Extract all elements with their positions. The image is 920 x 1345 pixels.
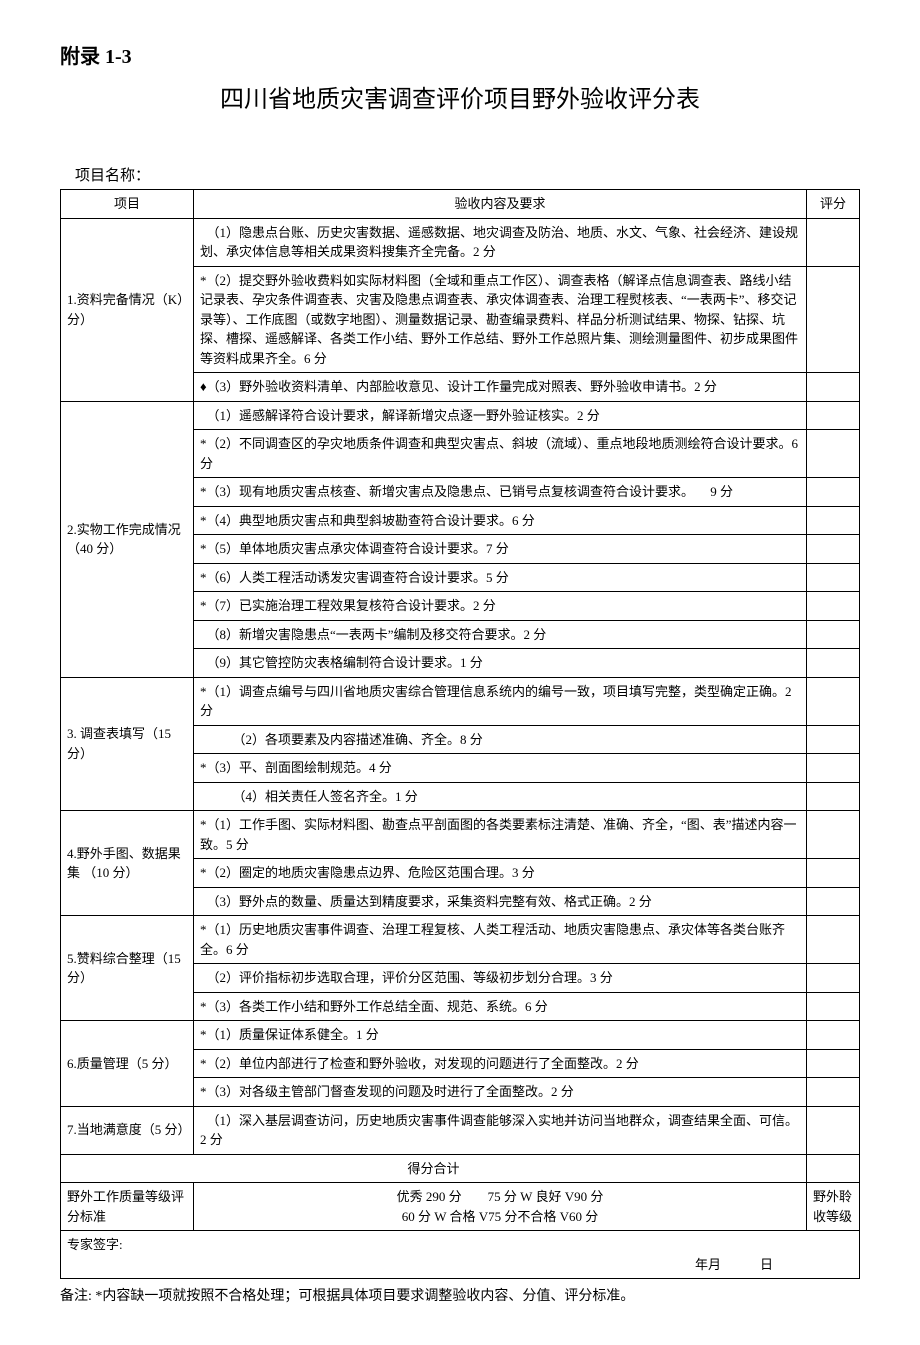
content-cell: *（1）历史地质灾害事件调查、治理工程复核、人类工程活动、地质灾害隐患点、承灾体…: [194, 916, 807, 964]
grade-text: 优秀 290 分 75 分 W 良好 V90 分 60 分 W 合格 V75 分…: [194, 1183, 807, 1231]
total-score-cell: [807, 1154, 860, 1183]
signature-label: 专家签字:: [67, 1235, 853, 1255]
score-cell: [807, 478, 860, 507]
footnote: 备注: *内容缺一项就按照不合格处理；可根据具体项目要求调整验收内容、分值、评分…: [60, 1285, 860, 1305]
content-cell: *（7）已实施治理工程效果复核符合设计要求。2 分: [194, 592, 807, 621]
section-label: 5.赞料综合整理（15 分）: [61, 916, 194, 1021]
signature-row: 专家签字: 年月 日: [61, 1231, 860, 1279]
score-cell: [807, 266, 860, 373]
table-row: 7.当地满意度（5 分） （1）深入基层调查访问，历史地质灾害事件调查能够深入实…: [61, 1106, 860, 1154]
content-cell: ♦（3）野外验收资料清单、内部脸收意见、设计工作量完成对照表、野外验收申请书。2…: [194, 373, 807, 402]
section-label: 6.质量管理（5 分）: [61, 1021, 194, 1107]
project-name-label: 项目名称：: [60, 164, 860, 185]
score-cell: [807, 725, 860, 754]
signature-date: 年月 日: [67, 1255, 853, 1275]
scoring-table: 项目 验收内容及要求 评分 1.资料完备情况（K）分） （1）隐患点台账、历史灾…: [60, 189, 860, 1279]
content-cell: *（1）工作手图、实际材料图、勘查点平剖面图的各类要素标注清楚、准确、齐全，“图…: [194, 811, 807, 859]
content-cell: （2）各项要素及内容描述准确、齐全。8 分: [194, 725, 807, 754]
header-content: 验收内容及要求: [194, 190, 807, 219]
score-cell: [807, 218, 860, 266]
table-row: 6.质量管理（5 分） *（1）质量保证体系健全。1 分: [61, 1021, 860, 1050]
content-cell: *（2）圈定的地质灾害隐患点边界、危险区范围合理。3 分: [194, 859, 807, 888]
content-cell: *（6）人类工程活动诱发灾害调查符合设计要求。5 分: [194, 563, 807, 592]
score-cell: [807, 887, 860, 916]
content-cell: （9）其它管控防灾表格编制符合设计要求。1 分: [194, 649, 807, 678]
section-label: 1.资料完备情况（K）分）: [61, 218, 194, 401]
table-row: 2.实物工作完成情况 （40 分） （1）遥感解译符合设计要求，解译新增灾点逐一…: [61, 401, 860, 430]
score-cell: [807, 859, 860, 888]
score-cell: [807, 620, 860, 649]
score-cell: [807, 754, 860, 783]
section-label: 4.野外手图、数据果集 （10 分）: [61, 811, 194, 916]
score-cell: [807, 1106, 860, 1154]
table-row: 1.资料完备情况（K）分） （1）隐患点台账、历史灾害数据、遥感数据、地灾调查及…: [61, 218, 860, 266]
score-cell: [807, 782, 860, 811]
content-cell: （2）评价指标初步选取合理，评价分区范围、等级初步划分合理。3 分: [194, 964, 807, 993]
total-row: 得分合计: [61, 1154, 860, 1183]
grade-row: 野外工作质量等级评分标准 优秀 290 分 75 分 W 良好 V90 分 60…: [61, 1183, 860, 1231]
score-cell: [807, 506, 860, 535]
header-row: 项目 验收内容及要求 评分: [61, 190, 860, 219]
score-cell: [807, 592, 860, 621]
content-cell: *（5）单体地质灾害点承灾体调查符合设计要求。7 分: [194, 535, 807, 564]
content-cell: *（3）对各级主管部门督查发现的问题及时进行了全面整改。2 分: [194, 1078, 807, 1107]
content-cell: （1）隐患点台账、历史灾害数据、遥感数据、地灾调查及防治、地质、水文、气象、社会…: [194, 218, 807, 266]
score-cell: [807, 649, 860, 678]
score-cell: [807, 916, 860, 964]
content-cell: （1）遥感解译符合设计要求，解译新增灾点逐一野外验证核实。2 分: [194, 401, 807, 430]
content-cell: *（2）不同调查区的孕灾地质条件调查和典型灾害点、斜坡（流域）、重点地段地质测绘…: [194, 430, 807, 478]
total-label: 得分合计: [61, 1154, 807, 1183]
score-cell: [807, 535, 860, 564]
section-label: 2.实物工作完成情况 （40 分）: [61, 401, 194, 677]
content-cell: *（1）质量保证体系健全。1 分: [194, 1021, 807, 1050]
header-score: 评分: [807, 190, 860, 219]
content-cell: （4）相关责任人签名齐全。1 分: [194, 782, 807, 811]
content-cell: *（2）单位内部进行了检查和野外验收，对发现的问题进行了全面整改。2 分: [194, 1049, 807, 1078]
signature-cell: 专家签字: 年月 日: [61, 1231, 860, 1279]
score-cell: [807, 811, 860, 859]
score-cell: [807, 1021, 860, 1050]
content-cell: *（3）平、剖面图绘制规范。4 分: [194, 754, 807, 783]
content-cell: *（3）现有地质灾害点核查、新增灾害点及隐患点、已销号点复核调查符合设计要求。 …: [194, 478, 807, 507]
score-cell: [807, 401, 860, 430]
header-item: 项目: [61, 190, 194, 219]
score-cell: [807, 677, 860, 725]
appendix-label: 附录 1-3: [60, 40, 860, 69]
score-cell: [807, 992, 860, 1021]
score-cell: [807, 430, 860, 478]
score-cell: [807, 373, 860, 402]
score-cell: [807, 1049, 860, 1078]
section-label: 7.当地满意度（5 分）: [61, 1106, 194, 1154]
content-cell: *（2）提交野外验收费料如实际材料图（全域和重点工作区）、调查表格（解译点信息调…: [194, 266, 807, 373]
content-cell: *（3）各类工作小结和野外工作总结全面、规范、系统。6 分: [194, 992, 807, 1021]
score-cell: [807, 563, 860, 592]
table-row: 5.赞料综合整理（15 分） *（1）历史地质灾害事件调查、治理工程复核、人类工…: [61, 916, 860, 964]
content-cell: *（1）调查点编号与四川省地质灾害综合管理信息系统内的编号一致，项目填写完整，类…: [194, 677, 807, 725]
document-title: 四川省地质灾害调查评价项目野外验收评分表: [60, 79, 860, 114]
table-row: 4.野外手图、数据果集 （10 分） *（1）工作手图、实际材料图、勘查点平剖面…: [61, 811, 860, 859]
grade-label: 野外工作质量等级评分标准: [61, 1183, 194, 1231]
section-label: 3. 调查表填写（15 分）: [61, 677, 194, 811]
table-row: 3. 调查表填写（15 分） *（1）调查点编号与四川省地质灾害综合管理信息系统…: [61, 677, 860, 725]
content-cell: （8）新增灾害隐患点“一表两卡”编制及移交符合要求。2 分: [194, 620, 807, 649]
score-cell: [807, 1078, 860, 1107]
content-cell: *（4）典型地质灾害点和典型斜坡勘查符合设计要求。6 分: [194, 506, 807, 535]
content-cell: （1）深入基层调查访问，历史地质灾害事件调查能够深入实地并访问当地群众，调查结果…: [194, 1106, 807, 1154]
score-cell: [807, 964, 860, 993]
content-cell: （3）野外点的数量、质量达到精度要求，采集资料完整有效、格式正确。2 分: [194, 887, 807, 916]
grade-right: 野外聆收等级: [807, 1183, 860, 1231]
